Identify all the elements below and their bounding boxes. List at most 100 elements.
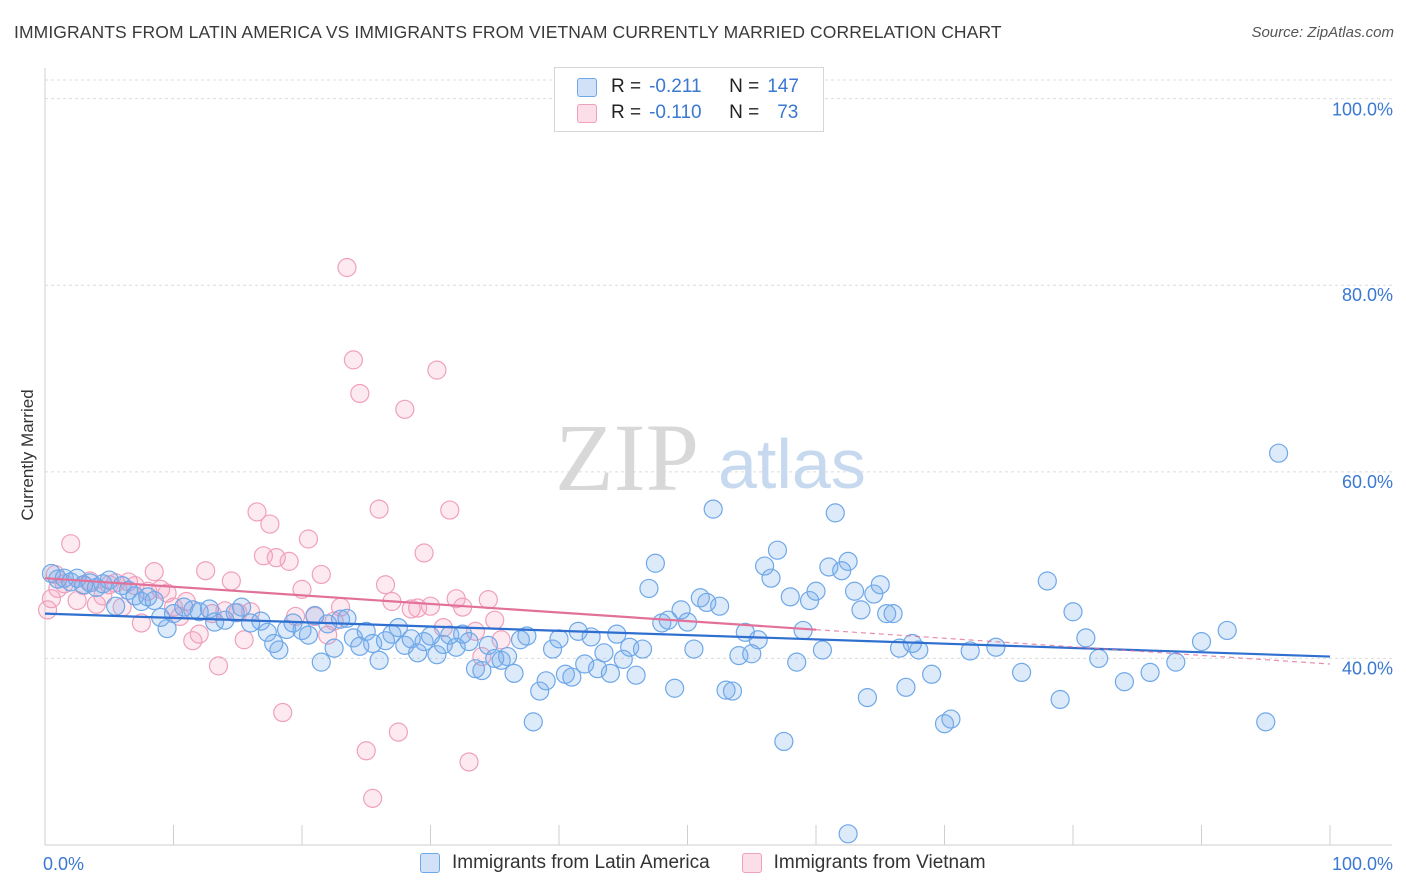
vietnam-point [388, 722, 408, 742]
vietnam-point [131, 613, 151, 633]
latin-america-point [106, 596, 126, 616]
vietnam-point [266, 548, 286, 568]
trend-lines [44, 577, 1331, 665]
vietnam-point [485, 610, 505, 630]
vietnam-point [459, 752, 479, 772]
vietnam-point [61, 534, 81, 554]
latin-america-point [639, 578, 659, 599]
vietnam-point [375, 575, 396, 595]
legend-r-label: R = [611, 102, 642, 123]
latin-america-point [864, 584, 884, 604]
latin-america-point [517, 626, 537, 646]
latin-america-point [787, 652, 807, 672]
vietnam-points [37, 257, 511, 808]
vietnam-point [356, 741, 376, 761]
latin-america-point [960, 641, 980, 661]
latin-america-point [780, 587, 800, 607]
latin-america-point [1089, 648, 1109, 669]
vietnam-point [363, 788, 383, 808]
latin-america-point [542, 639, 563, 659]
latin-america-point [600, 663, 621, 683]
vietnam-point [144, 562, 164, 582]
legend-r-value: -0.211 [649, 76, 702, 97]
vietnam-point [369, 499, 389, 519]
legend-swatch-blue [577, 77, 597, 97]
latin-america-point [703, 499, 723, 519]
latin-america-point [697, 592, 717, 613]
latin-america-point [1050, 689, 1070, 710]
legend-r-label: R = [611, 76, 642, 97]
latin-america-point [832, 561, 852, 581]
legend-label: Immigrants from Latin America [452, 852, 710, 873]
latin-america-point [883, 604, 903, 624]
latin-america-point [257, 622, 277, 642]
latin-america-point [632, 639, 653, 659]
latin-america-point [613, 649, 633, 669]
vietnam-point [414, 543, 434, 563]
axes [44, 68, 1392, 846]
latin-america-point [427, 645, 447, 665]
latin-america-point [742, 644, 762, 664]
vietnam-point [234, 630, 254, 650]
latin-america-point [896, 677, 916, 697]
latin-america-point [819, 557, 839, 577]
latin-america-point [1140, 662, 1160, 683]
legend-swatch-blue [420, 853, 440, 873]
latin-america-point [459, 632, 479, 652]
latin-america-point [722, 681, 743, 701]
legend-item-vietnam: Immigrants from Vietnam [741, 852, 986, 874]
trend-line-vietnam-extrapolated [815, 629, 1331, 665]
latin-america-point [1256, 712, 1276, 732]
legend-n-value: 147 [767, 76, 799, 97]
trend-line-vietnam [44, 577, 817, 631]
latin-america-point [684, 639, 704, 659]
latin-america-point [941, 709, 961, 729]
vietnam-point [292, 579, 312, 599]
legend-item-latin-america: Immigrants from Latin America [420, 852, 710, 874]
latin-america-point [1037, 571, 1057, 591]
latin-america-point [369, 650, 389, 670]
chart-title: IMMIGRANTS FROM LATIN AMERICA VS IMMIGRA… [14, 22, 1002, 42]
legend-swatch-pink [741, 853, 762, 873]
latin-america-point [1076, 628, 1096, 648]
legend-n-label: N = [729, 76, 760, 97]
latin-america-point [754, 556, 775, 576]
y-tick-label: 80.0% [1342, 285, 1393, 305]
y-tick-label: 100.0% [1332, 100, 1393, 120]
latin-america-point [607, 624, 627, 644]
vietnam-point [427, 360, 447, 380]
latin-america-point [870, 575, 890, 595]
latin-america-point [806, 581, 826, 601]
latin-america-point [909, 640, 929, 660]
latin-america-point [530, 681, 550, 701]
latin-america-point [1191, 632, 1212, 652]
latin-america-point [665, 678, 685, 698]
latin-america-point [857, 687, 878, 708]
vietnam-point [337, 257, 357, 278]
latin-america-point [523, 712, 543, 732]
latin-america-point [626, 665, 646, 685]
y-tick-label: 60.0% [1342, 472, 1393, 492]
latin-america-point [716, 680, 736, 700]
latin-america-point [799, 590, 820, 611]
y-tick-label: 40.0% [1342, 658, 1393, 678]
legend-n-value: 73 [777, 102, 799, 123]
vietnam-point [401, 599, 421, 619]
latin-america-point [453, 624, 473, 644]
latin-america-point [761, 568, 781, 588]
latin-america-point [232, 597, 252, 617]
watermark-zip: ZIP [555, 404, 699, 511]
latin-america-point [767, 540, 788, 560]
vietnam-point [478, 590, 498, 610]
latin-america-point [388, 618, 408, 638]
latin-america-point [748, 630, 768, 650]
vietnam-point [343, 350, 363, 370]
latin-america-point [838, 824, 858, 844]
vietnam-point [41, 589, 62, 609]
series-legend: Immigrants from Latin America Immigrants… [420, 852, 1018, 874]
legend-r-value: -0.110 [649, 102, 702, 123]
tick-labels: 40.0% 60.0% 80.0% 100.0% 0.0% 100.0% [43, 100, 1393, 874]
legend-n-label: N = [729, 102, 760, 123]
latin-america-point [575, 654, 595, 674]
